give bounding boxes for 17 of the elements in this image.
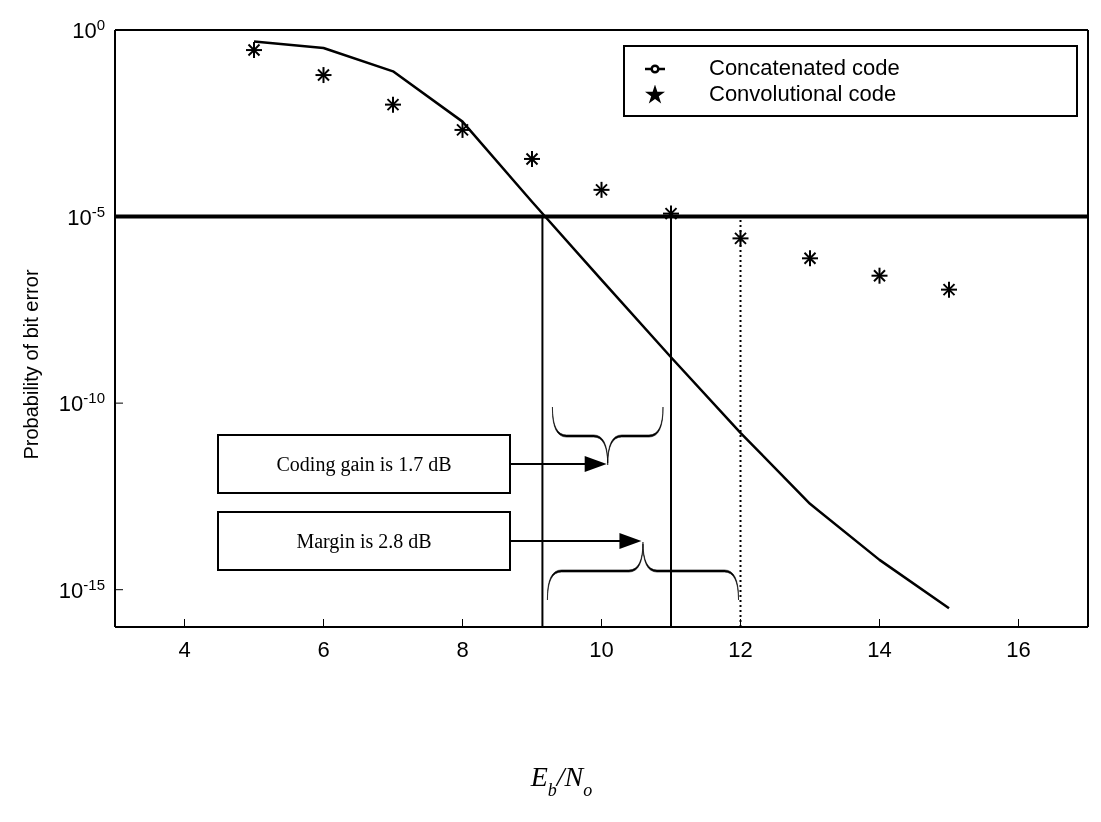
y-tick-label: 10$^{-5}$ [67, 202, 105, 230]
x-tick-label: 14 [867, 636, 892, 662]
y-tick-label: 10$^{-10}$ [58, 388, 105, 417]
legend-label: Convolutional code [709, 81, 897, 106]
x-tick-label: 10 [589, 636, 614, 662]
x-tick-label: 6 [317, 636, 330, 662]
x-tick-label: 16 [1006, 636, 1031, 662]
y-axis-title: Probability of bit error [20, 269, 42, 460]
x-axis-title: E$_{b}$/N$_{o}$ [529, 761, 593, 800]
y-tick-label: 10$^{0}$ [72, 15, 105, 43]
x-tick-label: 4 [178, 636, 191, 662]
legend-label: Concatenated code [709, 55, 900, 80]
annotation: Margin is 2.8 dB [296, 530, 432, 553]
x-tick-label: 8 [456, 636, 469, 662]
y-tick-label: 10$^{-15}$ [58, 575, 105, 603]
annotation: Coding gain is 1.7 dB [276, 453, 452, 476]
x-tick-label: 12 [728, 636, 753, 662]
